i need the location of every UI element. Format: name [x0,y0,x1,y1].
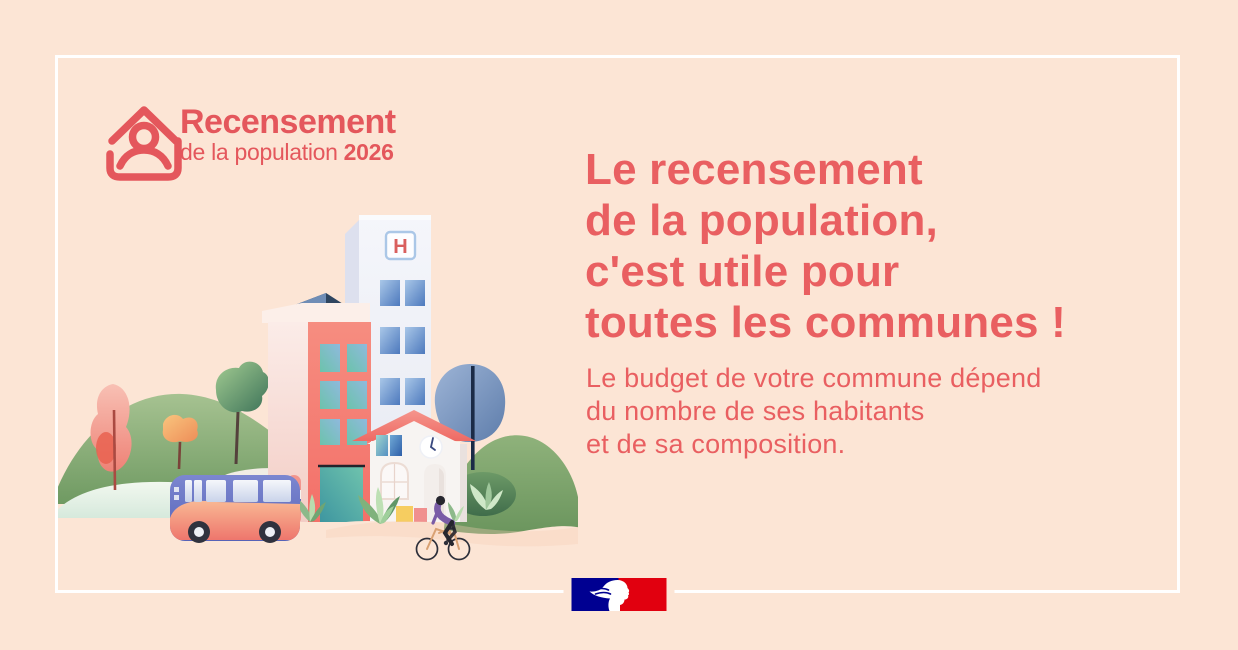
bus-wheels [188,521,281,543]
body-line: et de sa composition. [586,429,846,459]
french-republic-logo [563,576,675,613]
headline-line: de la population, [585,196,938,245]
plant-house [358,487,400,524]
bus-windows [185,480,291,502]
body-copy: Le budget de votre commune dépend du nom… [586,362,1041,461]
coral-building [262,293,371,522]
hospital-sign-letter: H [393,236,407,258]
clock [419,435,443,459]
body-line: du nombre de ses habitants [586,396,925,426]
brand-year: 2026 [343,139,394,165]
headline-line: toutes les communes ! [585,298,1066,347]
bus [170,475,300,543]
yellow-planter [396,506,413,522]
hospital-sign [384,230,417,261]
green-tree [215,361,269,465]
pink-planter [414,508,427,522]
town-illustration: H [58,215,578,572]
shutter-right [390,435,402,456]
body-line: Le budget de votre commune dépend [586,363,1042,393]
brand-subtitle-row: de la population 2026 [180,140,396,165]
town-hall [352,410,476,522]
headline-line: c'est utile pour [585,247,900,296]
shutter-left [376,435,388,456]
blue-tree [434,364,506,470]
plant-door [448,502,464,522]
garage-door [320,466,363,522]
headline-line: Le recensement [585,145,923,194]
brand-title: Recensement [180,103,396,141]
orange-tree [162,414,198,470]
brand-subtitle: de la population [180,139,338,165]
hospital-windows [380,280,425,405]
pink-tree [90,384,132,491]
cyclist [415,495,471,561]
headline: Le recensement de la population, c'est u… [585,144,1066,348]
plant-hill [470,482,503,510]
recensement-logo: Recensement de la population 2026 [101,94,521,189]
coral-eave [262,303,370,323]
marianne-flag-icon [571,578,667,611]
house-person-icon [106,106,182,181]
